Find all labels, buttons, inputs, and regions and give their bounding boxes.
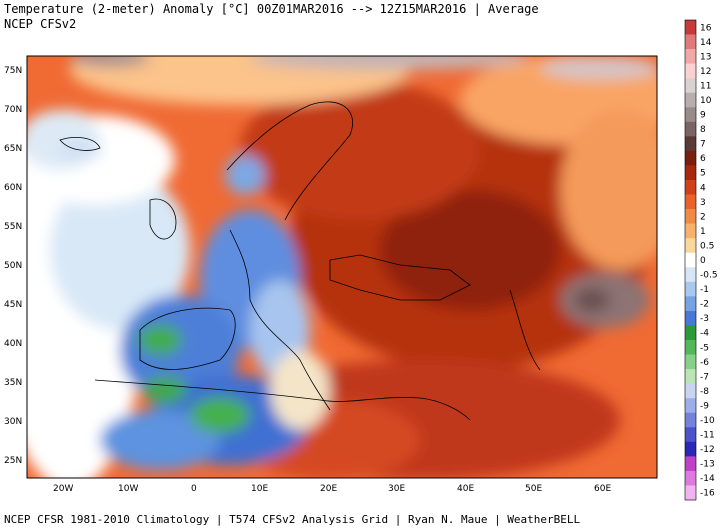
latitude-axis: 75N 70N 65N 60N 55N 50N 45N 40N 35N 30N … — [4, 66, 22, 466]
colorbar-swatch — [685, 369, 696, 384]
colorbar-tick-label: 1 — [700, 227, 706, 237]
map-frame — [26, 55, 658, 479]
colorbar-swatch — [685, 412, 696, 428]
colorbar-tick-label: -16 — [700, 489, 715, 499]
lon-label: 40E — [457, 484, 474, 494]
temperature-field — [27, 56, 657, 478]
colorbar-swatch — [685, 78, 696, 94]
colorbar-tick-label: -6 — [700, 358, 709, 368]
chart-subtitle: NCEP CFSv2 — [4, 17, 77, 31]
colorbar-swatch — [685, 107, 696, 123]
colorbar-tick-label: -14 — [700, 474, 715, 484]
lat-label: 25N — [4, 456, 22, 466]
colorbar-tick-label: -1 — [700, 285, 709, 295]
colorbar-swatch — [685, 238, 696, 254]
colorbar-tick-label: -12 — [700, 445, 715, 455]
lon-label: 10E — [251, 484, 268, 494]
colorbar-tick-label: 10 — [700, 96, 712, 106]
colorbar-tick-label: 13 — [700, 52, 711, 62]
colorbar-tick-label: 2 — [700, 212, 706, 222]
colorbar-tick-label: -9 — [700, 401, 709, 411]
lon-label: 0 — [191, 484, 197, 494]
colorbar-swatch — [685, 209, 696, 224]
coastlines — [59, 101, 541, 421]
lat-label: 30N — [4, 417, 22, 427]
colorbar-swatch — [685, 136, 696, 152]
colorbar-tick-label: -0.5 — [700, 271, 718, 281]
colorbar-tick-label: 12 — [700, 67, 711, 77]
colorbar-swatch — [685, 20, 696, 35]
colorbar-tick-label: 8 — [700, 125, 706, 135]
lat-label: 55N — [4, 222, 22, 232]
lat-label: 75N — [4, 66, 22, 76]
longitude-axis: 20W 10W 0 10E 20E 30E 40E 50E 60E — [53, 484, 611, 494]
colorbar-swatch — [685, 150, 696, 166]
lon-label: 10W — [118, 484, 138, 494]
colorbar-tick-label: 0 — [700, 256, 706, 266]
colorbar-tick-label: 6 — [700, 154, 706, 164]
lat-label: 40N — [4, 339, 22, 349]
colorbar-swatch — [685, 456, 696, 472]
colorbar-tick-label: -2 — [700, 300, 709, 310]
colorbar-swatch — [685, 252, 696, 268]
colorbar-swatch — [685, 92, 696, 108]
lat-label: 45N — [4, 300, 22, 310]
colorbar-tick-label: 0.5 — [700, 241, 714, 251]
colorbar-swatch — [685, 310, 696, 326]
colorbar-swatch — [685, 63, 696, 79]
colorbar-tick-label: 4 — [700, 183, 706, 193]
colorbar-swatch — [685, 441, 696, 457]
colorbar-swatch — [685, 340, 696, 355]
chart-title: Temperature (2-meter) Anomaly [°C] 00Z01… — [4, 2, 539, 16]
colorbar-swatch — [685, 296, 696, 312]
lon-label: 60E — [594, 484, 611, 494]
colorbar-tick-label: 5 — [700, 169, 706, 179]
colorbar-swatch — [685, 383, 696, 399]
colorbar-swatch — [685, 485, 696, 501]
lat-label: 50N — [4, 261, 22, 271]
lon-label: 20E — [320, 484, 337, 494]
colorbar-tick-label: -3 — [700, 314, 709, 324]
colorbar-swatch — [685, 470, 696, 486]
colorbar-swatch — [685, 165, 696, 181]
colorbar-tick-label: 14 — [700, 38, 712, 48]
colorbar-tick-label: 9 — [700, 111, 706, 121]
colorbar-swatch — [685, 354, 696, 370]
footer-credits: NCEP CFSR 1981-2010 Climatology | T574 C… — [4, 513, 581, 526]
colorbar-tick-label: -7 — [700, 372, 709, 382]
colorbar-tick-label: -13 — [700, 460, 715, 470]
colorbar-swatch — [685, 194, 696, 210]
lat-label: 65N — [4, 144, 22, 154]
colorbar-swatch — [685, 325, 696, 341]
lon-label: 20W — [53, 484, 73, 494]
colorbar-swatch — [685, 267, 696, 283]
colorbar-swatch — [685, 281, 696, 297]
lat-label: 35N — [4, 378, 22, 388]
colorbar-tick-label: 7 — [700, 140, 706, 150]
colorbar-swatch — [685, 427, 696, 443]
colorbar-tick-label: -11 — [700, 431, 715, 441]
lon-label: 30E — [388, 484, 405, 494]
colorbar-swatch — [685, 223, 696, 239]
colorbar-frame — [684, 19, 697, 501]
colorbar-swatch — [685, 34, 696, 50]
colorbar-tick-label: 16 — [700, 23, 712, 33]
lat-label: 70N — [4, 105, 22, 115]
colorbar-tick-label: -4 — [700, 329, 709, 339]
lat-label: 60N — [4, 183, 22, 193]
colorbar-tick-label: -10 — [700, 416, 715, 426]
colorbar-swatch — [685, 49, 696, 64]
colorbar-tick-label: 11 — [700, 81, 711, 91]
colorbar-tick-label: 3 — [700, 198, 706, 208]
colorbar-swatch — [685, 121, 696, 137]
colorbar: 16 14 13 12 11 10 9 8 7 6 5 4 3 2 1 0.5 0 -0.5 -1 -2 -3 -4 -5 -… — [684, 19, 718, 501]
lon-label: 50E — [525, 484, 542, 494]
colorbar-swatch — [685, 180, 696, 195]
colorbar-tick-label: -5 — [700, 343, 709, 353]
colorbar-tick-label: -8 — [700, 387, 709, 397]
colorbar-swatch — [685, 398, 696, 414]
